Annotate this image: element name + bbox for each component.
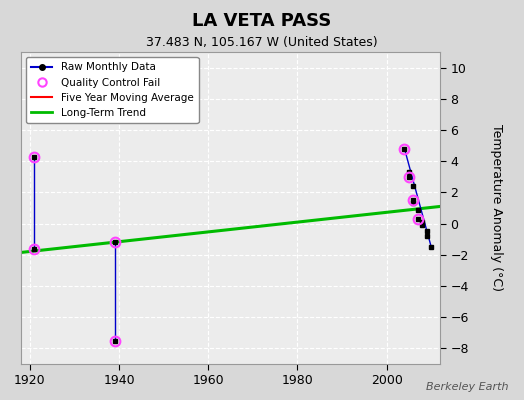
Text: LA VETA PASS: LA VETA PASS — [192, 12, 332, 30]
Text: Berkeley Earth: Berkeley Earth — [426, 382, 508, 392]
Text: 37.483 N, 105.167 W (United States): 37.483 N, 105.167 W (United States) — [146, 36, 378, 49]
Legend: Raw Monthly Data, Quality Control Fail, Five Year Moving Average, Long-Term Tren: Raw Monthly Data, Quality Control Fail, … — [26, 57, 199, 123]
Y-axis label: Temperature Anomaly (°C): Temperature Anomaly (°C) — [490, 124, 503, 292]
